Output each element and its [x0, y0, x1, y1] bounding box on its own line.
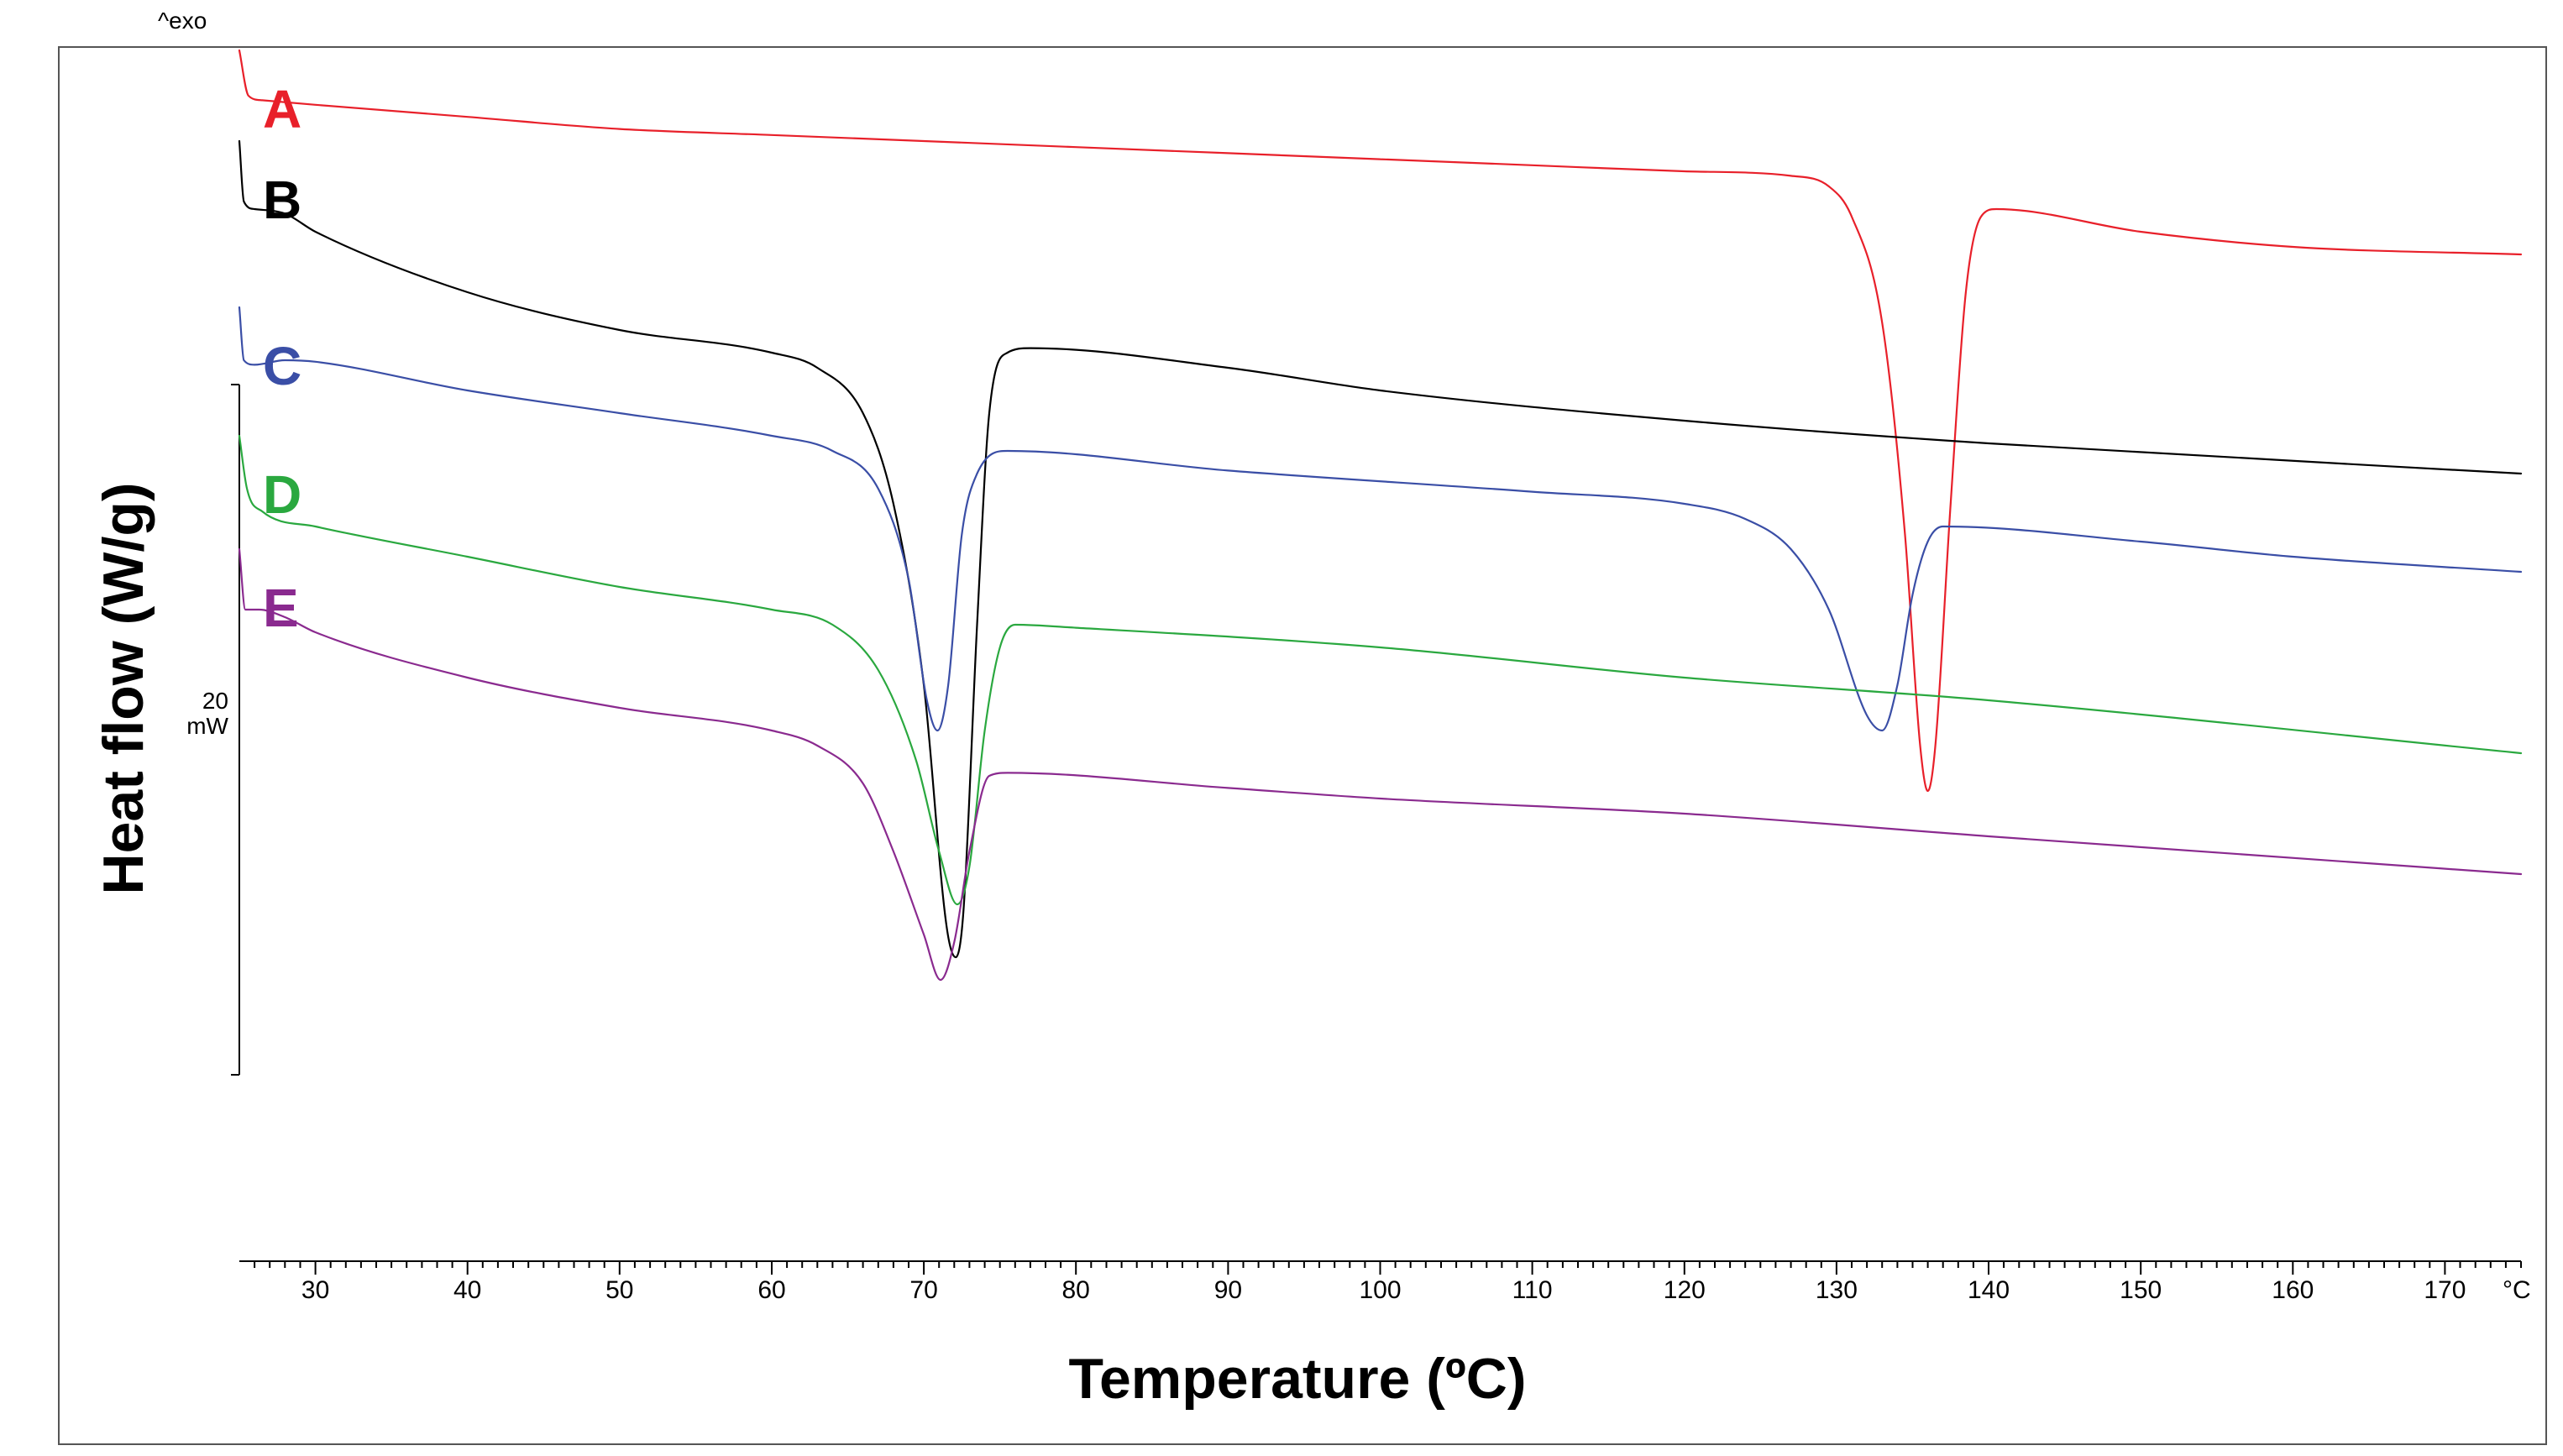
y-axis-title: Heat flow (W/g) [92, 482, 155, 894]
series-label-a: A [263, 79, 301, 139]
series-label-e: E [263, 578, 299, 638]
series-label-c: C [263, 336, 301, 396]
x-tick-label: 140 [1968, 1276, 2010, 1304]
x-tick-label: 120 [1664, 1276, 1706, 1304]
y-scale-bar: 20 mW [186, 384, 240, 1076]
series-line-b [238, 139, 2523, 959]
x-tick-label: 40 [453, 1276, 481, 1304]
x-tick-label: 50 [605, 1276, 633, 1304]
series-line-e [238, 547, 2523, 982]
x-tick-label: 110 [1512, 1276, 1553, 1304]
series-group: AB C DE [238, 49, 2523, 982]
x-tick-label: 80 [1062, 1276, 1090, 1304]
series-line-d [238, 434, 2523, 906]
x-tick-label: 150 [2120, 1276, 2162, 1304]
exo-indicator: ^exo [158, 8, 207, 34]
x-tick-label: 130 [1816, 1276, 1858, 1304]
x-tick-label: 100 [1359, 1276, 1401, 1304]
x-axis-unit: °C [2503, 1276, 2531, 1304]
scale-bar-value: 20 [202, 688, 228, 714]
series-line-a [238, 49, 2523, 793]
series-label-b: B [263, 170, 301, 230]
x-tick-label: 30 [301, 1276, 329, 1304]
x-tick-label: 160 [2272, 1276, 2314, 1304]
scale-bar-unit: mW [186, 713, 228, 739]
x-tick-label: 60 [757, 1276, 785, 1304]
series-label-d: D [263, 464, 301, 525]
plot-frame [58, 46, 2547, 1445]
x-tick-label: 90 [1214, 1276, 1242, 1304]
series-line-c [238, 306, 2523, 732]
x-tick-label: 70 [909, 1276, 937, 1304]
x-axis: 30 40 50 60 70 80 90 100 110 120 130 140 150 160 170 [239, 1260, 2522, 1304]
x-tick-label: 170 [2424, 1276, 2466, 1304]
x-axis-title: Temperature (ºC) [1069, 1347, 1527, 1411]
